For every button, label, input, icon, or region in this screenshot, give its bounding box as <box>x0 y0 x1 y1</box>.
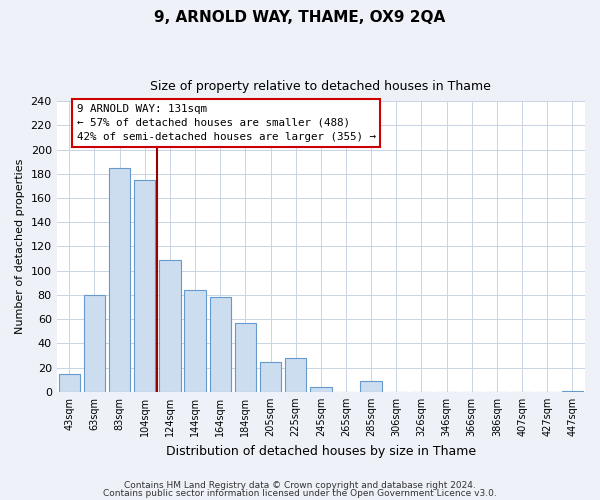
Text: Contains HM Land Registry data © Crown copyright and database right 2024.: Contains HM Land Registry data © Crown c… <box>124 481 476 490</box>
Bar <box>310 387 332 392</box>
Bar <box>285 358 307 392</box>
Bar <box>562 390 583 392</box>
Bar <box>59 374 80 392</box>
Text: 9, ARNOLD WAY, THAME, OX9 2QA: 9, ARNOLD WAY, THAME, OX9 2QA <box>154 10 446 25</box>
Text: 9 ARNOLD WAY: 131sqm
← 57% of detached houses are smaller (488)
42% of semi-deta: 9 ARNOLD WAY: 131sqm ← 57% of detached h… <box>77 104 376 142</box>
Bar <box>109 168 130 392</box>
Title: Size of property relative to detached houses in Thame: Size of property relative to detached ho… <box>151 80 491 93</box>
Text: Contains public sector information licensed under the Open Government Licence v3: Contains public sector information licen… <box>103 488 497 498</box>
Bar <box>84 295 105 392</box>
Y-axis label: Number of detached properties: Number of detached properties <box>15 159 25 334</box>
Bar <box>184 290 206 392</box>
Bar <box>209 298 231 392</box>
Bar <box>260 362 281 392</box>
X-axis label: Distribution of detached houses by size in Thame: Distribution of detached houses by size … <box>166 444 476 458</box>
Bar <box>134 180 155 392</box>
Bar <box>361 381 382 392</box>
Bar <box>159 260 181 392</box>
Bar <box>235 323 256 392</box>
